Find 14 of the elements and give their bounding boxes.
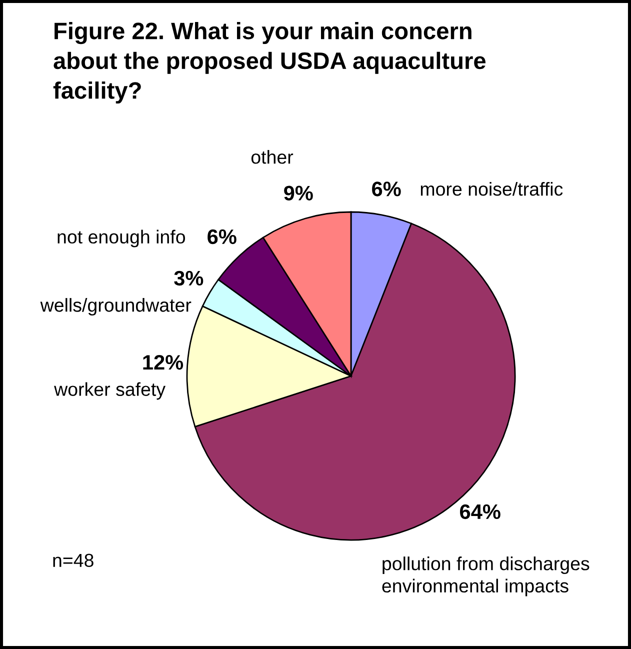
slice-label: worker safety <box>54 382 166 400</box>
slice-label: more noise/traffic <box>420 182 563 196</box>
slice-label: wells/groundwater <box>40 298 192 316</box>
data-label: 6% <box>208 229 236 244</box>
slice-label: not enough info <box>58 230 186 248</box>
data-label: 12% <box>143 355 184 370</box>
data-label: 9% <box>284 186 313 200</box>
data-label: 64% <box>460 504 500 520</box>
chart-title: Figure 22. What is your main concern about the proposed USDA aquaculture facility? <box>53 22 486 104</box>
data-label: 3% <box>174 270 204 286</box>
slice-label: pollution from discharges environmental impacts <box>382 556 590 596</box>
slice-label: other <box>251 150 294 164</box>
text: n=48 <box>53 554 94 568</box>
data-label: 6% <box>372 182 401 196</box>
